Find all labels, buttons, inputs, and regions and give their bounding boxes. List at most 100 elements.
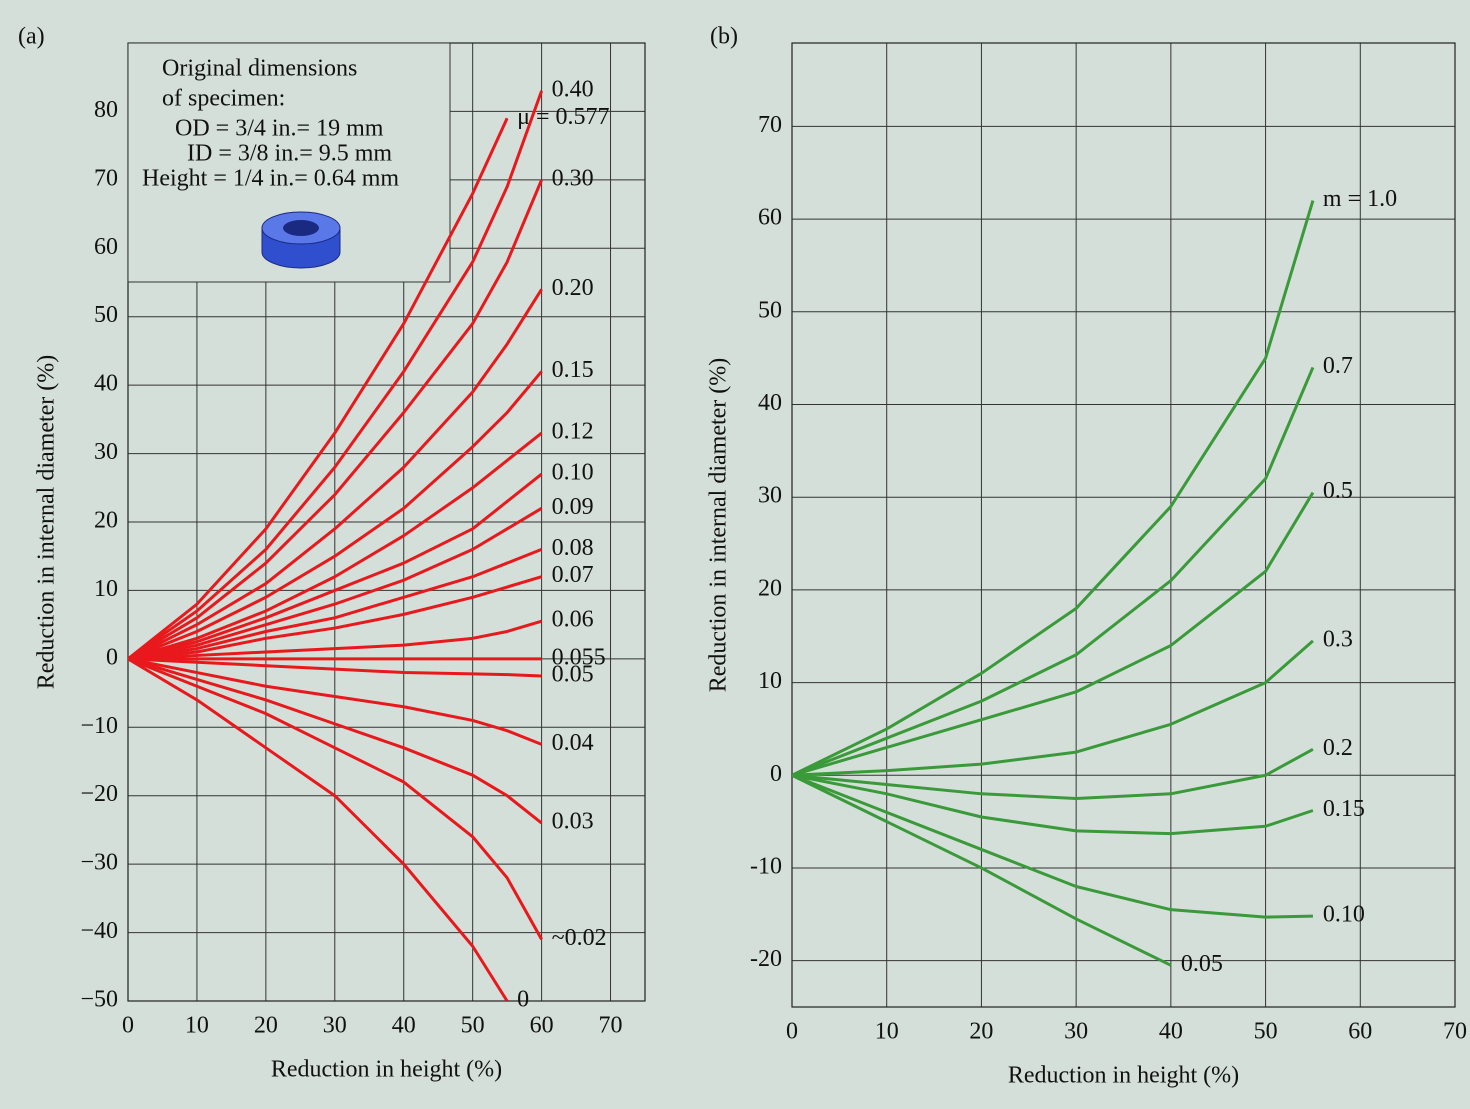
x-tick-label: 10 — [185, 1013, 209, 1039]
panel-label: (a) — [18, 24, 45, 50]
panel: (b) 0 10 20 30 40 50 60 70 -20 -10 0 10 20 30 40 50 60 70 R… — [706, 24, 1468, 1089]
curve-label: 0.12 — [552, 419, 594, 445]
annotation: of specimen: — [162, 86, 285, 112]
y-tick-label: 60 — [758, 205, 782, 231]
x-tick-label: 40 — [1159, 1019, 1183, 1045]
curve-label: 0.06 — [552, 607, 594, 633]
panel-label: (b) — [710, 24, 738, 50]
y-tick-label: 20 — [94, 508, 118, 534]
y-tick-label: 80 — [94, 97, 118, 123]
annotation: OD = 3/4 in.= 19 mm — [175, 116, 384, 142]
annotation: Original dimensions — [162, 56, 357, 82]
curve — [128, 547, 543, 661]
x-tick-label: 60 — [530, 1013, 554, 1039]
curve — [128, 575, 543, 661]
curve — [128, 370, 543, 661]
curve — [128, 657, 543, 825]
x-tick-label: 30 — [323, 1013, 347, 1039]
curve — [128, 507, 543, 661]
y-tick-label: 0 — [106, 644, 118, 670]
curve-label: 0.05 — [552, 661, 594, 687]
curve — [128, 90, 544, 661]
curve-label: 0.15 — [1323, 796, 1365, 822]
x-tick-label: 50 — [1254, 1019, 1278, 1045]
x-axis-label: Reduction in height (%) — [271, 1057, 502, 1083]
curve-label: 0.03 — [552, 809, 594, 835]
curve-label: 0.7 — [1323, 353, 1353, 379]
curve — [128, 657, 509, 1001]
curve — [792, 773, 1313, 919]
x-tick-label: 20 — [254, 1013, 278, 1039]
x-tick-label: 0 — [122, 1013, 134, 1039]
ring-hole — [283, 220, 319, 236]
y-tick-label: −50 — [80, 987, 118, 1013]
curve-label: 0.15 — [552, 357, 594, 383]
y-tick-label: 50 — [94, 302, 118, 328]
x-tick-label: 70 — [599, 1013, 623, 1039]
curve-label: 0.07 — [552, 562, 594, 588]
curve-label: 0.10 — [1323, 902, 1365, 928]
y-tick-label: 30 — [94, 439, 118, 465]
curve — [792, 773, 1314, 836]
x-tick-label: 70 — [1443, 1019, 1467, 1045]
curve-label: 0.30 — [552, 165, 594, 191]
x-tick-label: 60 — [1348, 1019, 1372, 1045]
curve-label: 0.08 — [552, 535, 594, 561]
curve — [128, 431, 543, 661]
curve — [792, 200, 1315, 777]
curve-label: 0.10 — [552, 460, 594, 486]
x-tick-label: 40 — [392, 1013, 416, 1039]
y-tick-label: 30 — [758, 483, 782, 509]
annotation: Height = 1/4 in.= 0.64 mm — [142, 166, 399, 192]
y-tick-label: 0 — [770, 761, 782, 787]
curve — [792, 747, 1314, 800]
y-tick-label: 40 — [758, 390, 782, 416]
x-tick-label: 10 — [875, 1019, 899, 1045]
y-tick-label: 70 — [758, 112, 782, 138]
curve — [792, 366, 1315, 777]
y-tick-label: 50 — [758, 297, 782, 323]
y-tick-label: −40 — [80, 918, 118, 944]
y-tick-label: 20 — [758, 575, 782, 601]
curve — [128, 117, 509, 661]
curve-label: 0 — [517, 987, 529, 1013]
curve — [128, 179, 543, 661]
curve-label: 0.04 — [552, 730, 594, 756]
y-tick-label: 10 — [94, 576, 118, 602]
y-tick-label: 60 — [94, 234, 118, 260]
x-axis-label: Reduction in height (%) — [1008, 1063, 1239, 1089]
x-tick-label: 30 — [1064, 1019, 1088, 1045]
y-tick-label: 40 — [94, 371, 118, 397]
curve-label: 0.3 — [1323, 626, 1353, 652]
curve — [128, 657, 543, 746]
curve-label: 0.09 — [552, 494, 594, 520]
y-axis-label: Reduction in internal diameter (%) — [34, 355, 60, 690]
y-axis-label: Reduction in internal diameter (%) — [706, 358, 732, 693]
curve-label: 0.5 — [1323, 478, 1353, 504]
curve — [128, 619, 543, 661]
plot-frame — [791, 42, 1456, 1008]
y-tick-label: −30 — [80, 850, 118, 876]
annotation: ID = 3/8 in.= 9.5 mm — [187, 141, 392, 167]
curve-label: 0.40 — [552, 76, 594, 102]
curve-label: m = 1.0 — [1323, 186, 1397, 212]
curve — [792, 639, 1314, 777]
curve — [792, 773, 1172, 967]
y-tick-label: 70 — [94, 165, 118, 191]
curve — [792, 491, 1315, 777]
curve — [128, 288, 543, 661]
panel: (a) 0 10 20 30 40 50 60 70 −50 −40 −30 −20 −10 0 10 20 30… — [18, 24, 646, 1083]
y-tick-label: −20 — [80, 781, 118, 807]
y-tick-label: -10 — [750, 853, 782, 879]
y-tick-label: −10 — [80, 713, 118, 739]
curve — [128, 472, 543, 661]
curve-label: 0.2 — [1323, 735, 1353, 761]
y-tick-label: -20 — [750, 946, 782, 972]
specimen-icon — [261, 211, 341, 269]
curve-label: 0.20 — [552, 275, 594, 301]
x-tick-label: 0 — [786, 1019, 798, 1045]
curve-label: 0.05 — [1181, 951, 1223, 977]
curve — [128, 657, 543, 941]
curve-label: ~0.02 — [552, 925, 607, 951]
